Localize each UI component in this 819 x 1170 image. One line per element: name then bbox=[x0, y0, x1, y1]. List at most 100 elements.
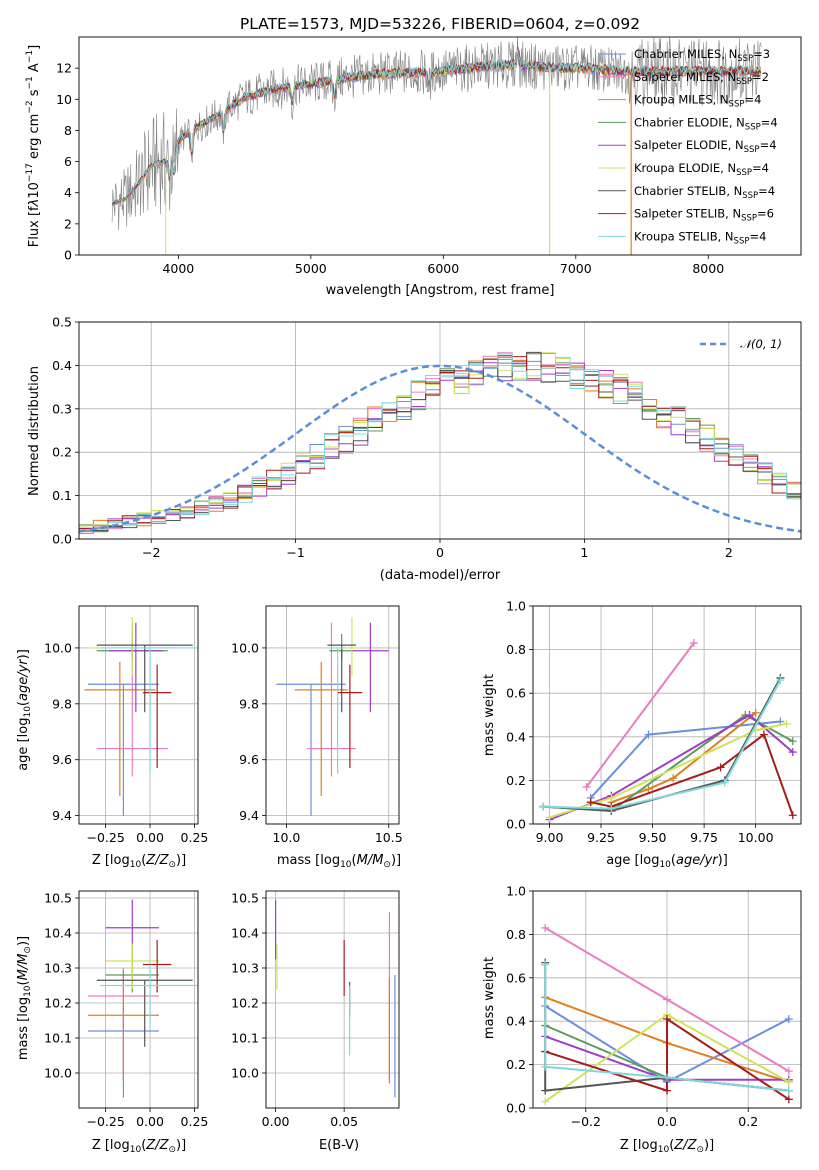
model-spectrum-line bbox=[112, 49, 762, 204]
y-tick-label: 9.4 bbox=[239, 808, 259, 823]
y-tick-label: 10.1 bbox=[44, 1031, 72, 1046]
axes-frame bbox=[78, 36, 802, 256]
y-tick-label: 4 bbox=[64, 185, 72, 200]
y-tick-label: 10.0 bbox=[231, 1066, 259, 1081]
x-tick-label: 6000 bbox=[427, 261, 459, 276]
legend-label: Salpeter ELODIE, NSSP=4 bbox=[634, 138, 777, 155]
y-tick-label: 0.8 bbox=[506, 642, 526, 657]
weight-marker bbox=[782, 719, 791, 728]
residual-histogram-line bbox=[79, 361, 801, 529]
spectrum-title: PLATE=1573, MJD=53226, FIBERID=0604, z=0… bbox=[240, 15, 640, 33]
gaussian-legend-label: 𝒩(0, 1) bbox=[740, 337, 782, 351]
weight-vs-age-ylabel: mass weight bbox=[482, 674, 497, 756]
x-tick-label: 7000 bbox=[560, 261, 592, 276]
weight-marker bbox=[582, 782, 591, 791]
x-tick-label: −1 bbox=[286, 545, 304, 560]
spectrum-traces bbox=[111, 37, 762, 255]
spectrum-panel: 4000 5000 6000 7000 8000 0 2 4 6 8 10 12 Chabrier M… bbox=[25, 36, 802, 298]
y-tick-label: 0.1 bbox=[52, 488, 72, 503]
legend-label: Kroupa STELIB, NSSP=4 bbox=[634, 229, 766, 246]
x-tick-label: 0.2 bbox=[738, 1114, 758, 1129]
spectrum-ylabel: Flux [fλ10−17 erg cm−2 s−1 A−1] bbox=[25, 45, 42, 247]
y-tick-label: 0.2 bbox=[52, 445, 72, 460]
axes-frame bbox=[265, 605, 400, 825]
weight-marker bbox=[663, 995, 671, 1004]
x-tick-label: −0.25 bbox=[86, 830, 124, 845]
weight-marker bbox=[784, 1086, 793, 1095]
weight-marker bbox=[541, 960, 550, 969]
weight-marker bbox=[541, 1086, 550, 1095]
legend-label: Chabrier ELODIE, NSSP=4 bbox=[634, 115, 778, 132]
y-tick-label: 9.6 bbox=[52, 752, 72, 767]
y-tick-label: 10.0 bbox=[44, 1066, 72, 1081]
weight-marker bbox=[716, 763, 725, 772]
residual-histogram-line bbox=[79, 353, 801, 531]
axes-frame bbox=[78, 605, 199, 825]
error-bars bbox=[276, 617, 389, 816]
y-tick-label: 10 bbox=[56, 92, 72, 107]
x-tick-label: 9.00 bbox=[536, 830, 564, 845]
weight-marker bbox=[607, 793, 616, 802]
y-tick-label: 0.5 bbox=[52, 315, 72, 330]
x-tick-label: 0.00 bbox=[262, 1114, 290, 1129]
x-tick-label: 10.00 bbox=[738, 830, 774, 845]
weight-marker bbox=[784, 1015, 793, 1024]
mass-vs-ebv-panel: 0.00 0.05 10.0 10.1 10.2 10.3 10.4 10.5 bbox=[231, 891, 400, 1129]
residual-histograms bbox=[79, 351, 801, 534]
y-tick-label: 10.4 bbox=[44, 926, 72, 941]
weight-series-line bbox=[610, 712, 757, 804]
model-spectrum-line bbox=[111, 51, 761, 204]
residual-histogram-line bbox=[79, 352, 801, 532]
gaussian-curve bbox=[79, 364, 801, 533]
weight-marker bbox=[784, 1067, 793, 1076]
weight-marker bbox=[541, 923, 550, 932]
x-tick-label: 0.00 bbox=[136, 830, 164, 845]
legend-label: Chabrier STELIB, NSSP=4 bbox=[634, 184, 775, 201]
y-tick-label: 0.4 bbox=[52, 358, 72, 373]
weight-vs-Z-panel: −0.2 0.0 0.2 0.0 0.2 0.4 0.6 0.8 1.0 bbox=[506, 884, 802, 1129]
y-tick-label: 6 bbox=[64, 154, 72, 169]
residual-histogram-line bbox=[79, 352, 801, 527]
y-tick-label: 0.0 bbox=[506, 817, 526, 832]
x-tick-label: 10.5 bbox=[375, 830, 403, 845]
y-tick-label: 10.2 bbox=[44, 996, 72, 1011]
error-bars bbox=[84, 617, 198, 816]
weight-marker bbox=[788, 811, 797, 820]
weight-lines bbox=[541, 923, 793, 1106]
y-tick-label: 0.4 bbox=[506, 1014, 526, 1029]
weight-marker bbox=[788, 737, 797, 746]
weight-marker bbox=[539, 802, 548, 811]
y-tick-label: 0.2 bbox=[506, 773, 526, 788]
legend-label: Kroupa MILES, NSSP=4 bbox=[634, 93, 761, 110]
weight-marker bbox=[784, 1095, 793, 1104]
weight-marker bbox=[759, 730, 768, 739]
weight-marker bbox=[644, 785, 653, 794]
error-bars bbox=[274, 899, 396, 1098]
y-tick-label: 2 bbox=[64, 216, 72, 231]
residual-histogram-line bbox=[79, 351, 801, 534]
y-tick-label: 10.4 bbox=[231, 926, 259, 941]
weight-vs-age-panel: 9.00 9.25 9.50 9.75 10.00 0.0 0.2 0.4 0.6 0.8 1.0 bbox=[506, 599, 802, 845]
weight-series-line bbox=[544, 964, 789, 1092]
y-tick-label: 12 bbox=[56, 61, 72, 76]
y-tick-label: 0.6 bbox=[506, 970, 526, 985]
legend-label: Chabrier MILES, NSSP=3 bbox=[634, 47, 770, 64]
weight-vs-age-xlabel: age [log10(age/yr)] bbox=[606, 853, 728, 870]
y-tick-label: 10.0 bbox=[44, 640, 72, 655]
x-tick-label: 1 bbox=[580, 545, 588, 560]
residual-histogram-line bbox=[79, 356, 801, 531]
y-tick-label: 0.3 bbox=[52, 401, 72, 416]
x-tick-label: 9.50 bbox=[639, 830, 667, 845]
age-vs-mass-xlabel: mass [log10(M/M⊙)] bbox=[277, 853, 401, 870]
x-tick-label: 0.25 bbox=[181, 830, 209, 845]
residual-panel: −2 −1 0 1 2 0.0 0.1 0.2 0.3 0.4 0.5 (data-model)/e… bbox=[27, 315, 802, 583]
x-tick-label: 0.00 bbox=[136, 1114, 164, 1129]
legend-label: Kroupa ELODIE, NSSP=4 bbox=[634, 161, 769, 178]
weight-marker bbox=[545, 813, 554, 822]
x-tick-label: 5000 bbox=[295, 261, 327, 276]
residual-ylabel: Normed distribution bbox=[27, 366, 42, 496]
mass-vs-Z-ylabel: mass [log10(M/M⊙)] bbox=[16, 936, 33, 1060]
residual-xlabel: (data-model)/error bbox=[380, 568, 501, 583]
y-tick-label: 10.1 bbox=[231, 1031, 259, 1046]
